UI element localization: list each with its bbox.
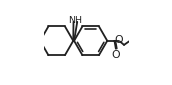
Text: O: O xyxy=(115,35,123,45)
Text: NH: NH xyxy=(68,16,82,25)
Text: O: O xyxy=(112,50,120,60)
